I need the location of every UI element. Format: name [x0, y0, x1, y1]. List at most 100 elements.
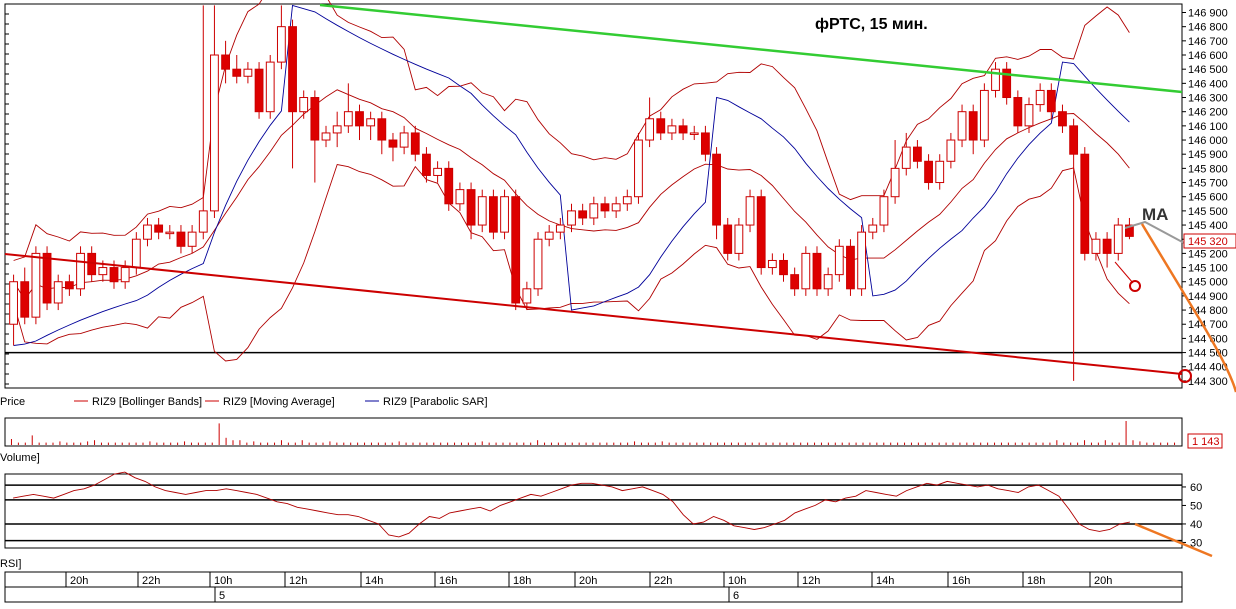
time-tick-label: 16h: [952, 575, 970, 587]
candle-body-up: [745, 196, 755, 226]
price-tick-label: 146 700: [1188, 36, 1228, 48]
candle-body-down: [656, 118, 666, 134]
time-tick-label: 14h: [365, 575, 383, 587]
candle-body-up: [890, 167, 900, 198]
candle-body-up: [1113, 224, 1123, 254]
candle-body-up: [321, 132, 331, 141]
candle-body-up: [834, 245, 844, 276]
candle-body-down: [1013, 97, 1023, 127]
price-tick-label: 145 800: [1188, 163, 1228, 175]
candle-body-up: [689, 132, 699, 135]
volume-value-label: 1 143: [1192, 436, 1220, 448]
volume-panel-frame: [4, 417, 1183, 447]
candles: [9, 5, 1134, 381]
time-tick-label: 18h: [513, 575, 531, 587]
time-tick-label: 20h: [1094, 575, 1112, 587]
candle-body-up: [98, 267, 108, 276]
forecast-arrow: [1140, 223, 1236, 393]
day-label: 5: [219, 590, 225, 602]
candle-body-down: [790, 274, 800, 290]
volume-value-box: [1187, 433, 1223, 449]
candle-body-down: [846, 245, 855, 290]
legend-entry: RIZ9 [Moving Average]: [223, 396, 335, 408]
price-tick-label: 145 400: [1188, 220, 1228, 232]
candle-body-up: [555, 224, 565, 233]
candle-body-up: [544, 231, 554, 240]
candle-body-up: [1035, 89, 1045, 106]
pointer-line: [1114, 261, 1134, 284]
candle-body-up: [187, 231, 197, 247]
candle-body-up: [1091, 238, 1101, 254]
rsi-line: [13, 471, 1213, 558]
price-tick-label: 146 300: [1188, 93, 1228, 105]
candle-body-up: [823, 274, 833, 290]
price-tick-label: 145 600: [1188, 192, 1228, 204]
price-tick-label: 145 500: [1188, 206, 1228, 218]
candle-body-down: [254, 68, 264, 113]
candle-body-up: [131, 238, 141, 269]
rsi-series-line: [13, 471, 1130, 538]
candle-body-up: [265, 61, 275, 113]
price-tick-label: 145 900: [1188, 149, 1228, 161]
volume-label: Volume]: [0, 452, 40, 464]
candle-body-down: [410, 132, 420, 155]
legend-entry: RIZ9 [Bollinger Bands]: [92, 396, 202, 408]
candle-body-up: [634, 139, 643, 198]
time-tick-label: 18h: [1027, 575, 1045, 587]
rsi-tick-label: 40: [1190, 519, 1202, 531]
candle-body-up: [120, 267, 130, 283]
price-tick-label: 146 000: [1188, 135, 1228, 147]
time-tick-label: 12h: [802, 575, 820, 587]
candle-body-down: [600, 203, 610, 212]
candle-body-down: [109, 267, 119, 283]
candle-body-down: [1046, 89, 1056, 113]
volume-bars: [10, 421, 1176, 445]
candle-body-up: [332, 125, 342, 134]
price-tick-label: 146 900: [1188, 8, 1228, 20]
candle-body-up: [645, 118, 655, 141]
price-tick-label: 146 100: [1188, 121, 1228, 133]
last-price-box: [1183, 233, 1236, 249]
candle-body-down: [700, 132, 710, 155]
candle-body-up: [399, 132, 409, 148]
candle-body-up: [935, 160, 945, 184]
price-tick-label: 144 300: [1188, 376, 1228, 388]
day-label: 6: [733, 590, 739, 602]
candle-body-up: [667, 125, 677, 134]
rsi-panel: 60 50 40 30 RSI]: [0, 471, 1213, 570]
bollinger-lower-line: [13, 163, 1130, 362]
candle-body-down: [1002, 68, 1012, 99]
candle-body-up: [801, 252, 811, 290]
price-tick-label: 146 800: [1188, 22, 1228, 34]
candle-body-down: [1069, 125, 1079, 155]
candle-body-down: [388, 139, 398, 148]
candle-body-up: [455, 189, 465, 205]
price-tick-label: 145 700: [1188, 178, 1228, 190]
price-tick-label: 144 900: [1188, 291, 1228, 303]
candle-body-up: [522, 288, 532, 304]
parabolic-sar-line: [13, 4, 1130, 346]
trend-lines: [4, 3, 1236, 393]
time-tick-label: 20h: [70, 575, 88, 587]
candle-body-up: [500, 196, 509, 233]
time-tick-label: 10h: [214, 575, 232, 587]
candle-body-up: [31, 252, 41, 318]
candle-body-up: [611, 203, 621, 212]
time-tick-label: 22h: [654, 575, 672, 587]
time-tick-label: 16h: [439, 575, 457, 587]
price-tick-label: 146 200: [1188, 107, 1228, 119]
price-tick-label: 145 200: [1188, 248, 1228, 260]
candle-body-up: [1024, 104, 1034, 127]
candle-body-down: [578, 210, 588, 219]
candle-body-down: [64, 281, 74, 290]
candle-body-up: [957, 111, 967, 141]
candle-body-down: [968, 111, 978, 141]
price-panel: 146 900 146 800 146 700 146 600 146 500 146 4…: [4, 0, 1236, 393]
rsi-tick-label: 30: [1190, 537, 1202, 549]
legend: Price RIZ9 [Bollinger Bands] RIZ9 [Moving …: [0, 396, 488, 408]
candle-body-up: [901, 146, 911, 169]
bollinger-upper-line: [13, 0, 1130, 261]
candle-body-up: [276, 26, 286, 63]
